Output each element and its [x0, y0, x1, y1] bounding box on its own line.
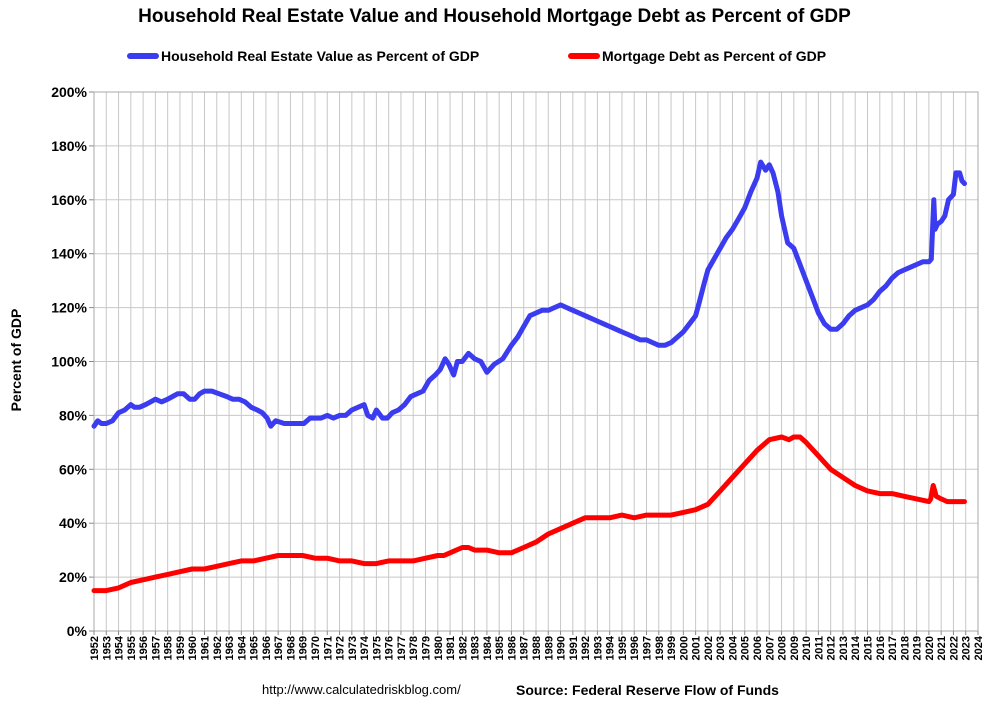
y-tick-label: 180% — [51, 138, 87, 154]
x-tick-label: 1984 — [482, 635, 494, 660]
x-tick-label: 1988 — [531, 636, 543, 660]
x-tick-label: 2016 — [875, 636, 887, 660]
x-tick-label: 1962 — [212, 636, 224, 660]
x-tick-label: 2023 — [961, 636, 973, 660]
x-tick-label: 1966 — [261, 636, 273, 660]
x-tick-label: 2002 — [703, 636, 715, 660]
x-tick-label: 2007 — [764, 636, 776, 660]
x-tick-label: 1996 — [629, 636, 641, 660]
x-tick-label: 1995 — [617, 636, 629, 660]
x-tick-label: 1952 — [89, 636, 101, 660]
x-tick-label: 1968 — [285, 636, 297, 660]
x-tick-label: 1998 — [654, 636, 666, 660]
x-tick-label: 2018 — [899, 636, 911, 660]
x-tick-label: 1989 — [543, 636, 555, 660]
legend-swatch-mortgage — [568, 53, 600, 59]
legend-label-mortgage: Mortgage Debt as Percent of GDP — [602, 48, 827, 64]
y-tick-label: 120% — [51, 300, 87, 316]
x-tick-label: 1994 — [605, 635, 617, 660]
x-tick-label: 1965 — [249, 636, 261, 660]
x-tick-label: 1955 — [126, 636, 138, 660]
x-tick-label: 1979 — [421, 636, 433, 660]
x-tick-label: 1953 — [101, 636, 113, 660]
x-tick-label: 1993 — [592, 636, 604, 660]
y-tick-label: 0% — [67, 623, 88, 639]
x-tick-label: 1956 — [138, 636, 150, 660]
x-tick-label: 1975 — [371, 636, 383, 660]
x-tick-label: 2014 — [850, 635, 862, 660]
legend: Household Real Estate Value as Percent o… — [0, 48, 989, 70]
x-tick-label: 2005 — [740, 636, 752, 660]
y-tick-label: 80% — [59, 407, 88, 423]
x-tick-label: 1967 — [273, 636, 285, 660]
x-tick-label: 2015 — [863, 636, 875, 660]
legend-swatch-real-estate — [127, 53, 159, 59]
x-tick-label: 1985 — [494, 636, 506, 660]
x-tick-label: 2020 — [924, 636, 936, 660]
y-tick-label: 40% — [59, 515, 88, 531]
source-url[interactable]: http://www.calculatedriskblog.com/ — [262, 682, 461, 697]
x-tick-label: 2003 — [715, 636, 727, 660]
x-tick-label: 1974 — [359, 635, 371, 660]
x-tick-label: 1961 — [200, 636, 212, 660]
y-tick-label: 200% — [51, 84, 87, 100]
chart-title: Household Real Estate Value and Househol… — [138, 6, 851, 27]
x-tick-label: 2013 — [838, 636, 850, 660]
x-tick-label: 1963 — [224, 636, 236, 660]
x-tick-label: 2012 — [826, 636, 838, 660]
x-tick-label: 1978 — [408, 636, 420, 660]
legend-item-real-estate: Household Real Estate Value as Percent o… — [127, 48, 479, 64]
x-tick-label: 1980 — [433, 636, 445, 660]
series-line-real-estate — [91, 159, 967, 429]
x-tick-label: 1971 — [322, 636, 334, 660]
x-tick-label: 2024 — [973, 635, 985, 660]
y-tick-label: 160% — [51, 192, 87, 208]
y-axis-title-text: Percent of GDP — [8, 308, 24, 412]
x-tick-label: 2021 — [936, 636, 948, 660]
x-tick-label: 1959 — [175, 636, 187, 660]
x-tick-label: 1986 — [506, 636, 518, 660]
x-tick-label: 1987 — [519, 636, 531, 660]
x-tick-label: 1999 — [666, 636, 678, 660]
x-tick-label: 2000 — [678, 636, 690, 660]
x-tick-label: 1973 — [347, 636, 359, 660]
legend-label-real-estate: Household Real Estate Value as Percent o… — [161, 48, 480, 64]
x-tick-label: 1997 — [642, 636, 654, 660]
y-tick-label: 100% — [51, 354, 87, 370]
x-tick-label: 1958 — [163, 636, 175, 660]
x-tick-label: 1981 — [445, 636, 457, 660]
x-tick-label: 1991 — [568, 636, 580, 660]
y-tick-label: 20% — [59, 569, 88, 585]
x-tick-label: 1954 — [114, 635, 126, 660]
x-tick-label: 1983 — [470, 636, 482, 660]
y-axis-title: Percent of GDP — [8, 309, 24, 412]
x-tick-label: 2009 — [789, 636, 801, 660]
x-tick-label: 1970 — [310, 636, 322, 660]
x-tick-label: 1982 — [457, 636, 469, 660]
legend-item-mortgage: Mortgage Debt as Percent of GDP — [568, 48, 826, 64]
y-tick-label: 140% — [51, 246, 87, 262]
x-tick-label: 1957 — [150, 636, 162, 660]
x-tick-label: 2004 — [727, 635, 739, 660]
x-tick-label: 1964 — [236, 635, 248, 660]
x-tick-label: 1972 — [335, 636, 347, 660]
source-text: Source: Federal Reserve Flow of Funds — [516, 682, 779, 698]
x-tick-label: 2008 — [777, 636, 789, 660]
x-tick-label: 1992 — [580, 636, 592, 660]
series-line-mortgage — [91, 434, 967, 594]
x-tick-label: 2019 — [912, 636, 924, 660]
x-tick-label: 2017 — [887, 636, 899, 660]
x-tick-label: 1977 — [396, 636, 408, 660]
x-tick-label: 1990 — [556, 636, 568, 660]
x-tick-label: 2001 — [691, 636, 703, 660]
x-tick-label: 2010 — [801, 636, 813, 660]
y-tick-label: 60% — [59, 461, 88, 477]
x-tick-label: 2022 — [948, 636, 960, 660]
x-tick-label: 1969 — [298, 636, 310, 660]
x-tick-label: 1960 — [187, 636, 199, 660]
x-tick-label: 2011 — [813, 636, 825, 660]
x-tick-label: 2006 — [752, 636, 764, 660]
x-tick-label: 1976 — [384, 636, 396, 660]
